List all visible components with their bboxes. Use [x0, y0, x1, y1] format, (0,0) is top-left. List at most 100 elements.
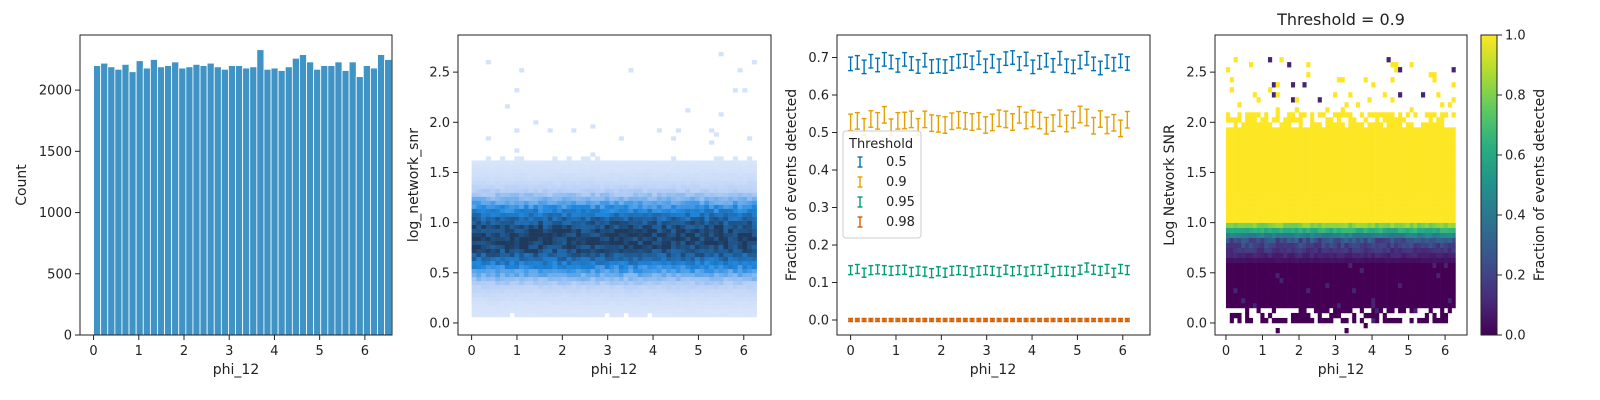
efficiency-cell: [1279, 277, 1284, 284]
density-cell: [718, 212, 724, 217]
density-cell: [599, 176, 605, 181]
density-cell: [685, 240, 691, 245]
efficiency-cell: [1245, 257, 1250, 264]
density-cell: [519, 244, 525, 250]
efficiency-cell: [1294, 302, 1299, 309]
efficiency-cell: [1329, 252, 1334, 259]
efficiency-cell: [1260, 207, 1265, 213]
efficiency-cell: [1290, 287, 1296, 294]
density-cell: [566, 244, 572, 250]
density-cell: [728, 300, 734, 306]
efficiency-cell: [1317, 182, 1322, 188]
density-cell: [609, 276, 615, 282]
density-cell: [737, 260, 743, 266]
density-cell: [737, 296, 743, 302]
density-cell: [481, 164, 487, 169]
efficiency-cell: [1268, 292, 1273, 299]
density-cell: [609, 192, 615, 197]
efficiency-cell: [1378, 222, 1384, 228]
efficiency-cell: [1237, 237, 1242, 243]
density-cell: [704, 264, 710, 270]
density-cell: [481, 312, 487, 318]
efficiency-cell: [1268, 152, 1273, 158]
efficiency-cell: [1344, 167, 1349, 173]
efficiency-cell: [1302, 157, 1307, 163]
efficiency-cell: [1321, 132, 1326, 138]
efficiency-cell: [1363, 247, 1368, 254]
density-cell: [690, 212, 696, 217]
efficiency-cell: [1325, 292, 1330, 299]
efficiency-cell: [1367, 252, 1372, 259]
density-cell: [609, 284, 615, 290]
density-cell: [642, 176, 648, 181]
efficiency-cell: [1340, 132, 1345, 138]
efficiency-cell: [1245, 112, 1250, 118]
density-cell: [481, 268, 487, 274]
efficiency-cell: [1310, 242, 1315, 249]
density-cell: [571, 200, 577, 205]
efficiency-cell: [1321, 302, 1326, 309]
density-cell: [680, 256, 686, 262]
density-cell: [633, 256, 639, 262]
density-cell: [604, 168, 610, 173]
density-cell: [628, 260, 634, 266]
density-cell: [523, 304, 529, 310]
density-cell: [618, 224, 624, 229]
density-cell: [571, 256, 577, 262]
efficiency-cell: [1275, 132, 1280, 138]
efficiency-cell: [1363, 252, 1368, 259]
density-cell: [538, 176, 544, 181]
density-cell: [709, 304, 715, 310]
density-cell: [595, 284, 601, 290]
efficiency-cell: [1233, 227, 1238, 233]
density-cell: [723, 180, 729, 185]
density-cell: [528, 216, 534, 221]
density-cell: [618, 284, 624, 290]
density-cell: [709, 284, 715, 290]
density-cell: [690, 276, 696, 282]
density-cell: [713, 300, 719, 306]
efficiency-cell: [1290, 127, 1296, 133]
density-cell: [576, 308, 582, 314]
efficiency-cell: [1394, 242, 1399, 249]
density-cell: [723, 192, 729, 197]
efficiency-cell: [1271, 132, 1276, 138]
density-cell: [576, 196, 582, 201]
density-cell: [656, 248, 662, 254]
density-cell: [690, 176, 696, 181]
efficiency-cell: [1367, 262, 1372, 269]
density-cell: [528, 164, 534, 169]
efficiency-cell: [1378, 127, 1384, 133]
efficiency-cell: [1398, 167, 1403, 173]
efficiency-cell: [1252, 192, 1257, 198]
density-cell: [618, 180, 624, 185]
density-cell: [533, 300, 539, 306]
density-cell: [580, 196, 586, 201]
density-cell: [723, 244, 729, 250]
density-cell: [623, 220, 629, 225]
density-cell: [561, 232, 567, 237]
density-cell: [571, 204, 577, 209]
density-cell: [661, 204, 667, 209]
density-cell: [547, 240, 553, 245]
density-cell: [699, 268, 705, 274]
efficiency-cell: [1317, 157, 1322, 163]
efficiency-cell: [1405, 287, 1410, 294]
density-cell: [476, 252, 482, 258]
efficiency-cell: [1256, 282, 1261, 289]
density-cell: [490, 164, 496, 169]
density-cell: [666, 268, 672, 274]
density-cell: [671, 268, 677, 274]
density-cell: [709, 216, 715, 221]
efficiency-cell: [1375, 272, 1380, 279]
density-cell: [500, 204, 506, 209]
efficiency-cell: [1329, 312, 1334, 319]
density-cell: [751, 304, 757, 310]
efficiency-cell: [1256, 147, 1261, 153]
efficiency-cell: [1306, 212, 1311, 218]
density-cell: [523, 204, 529, 209]
efficiency-cell: [1336, 127, 1341, 133]
efficiency-cell: [1302, 187, 1307, 193]
efficiency-cell: [1298, 247, 1303, 254]
efficiency-cell: [1398, 122, 1403, 128]
